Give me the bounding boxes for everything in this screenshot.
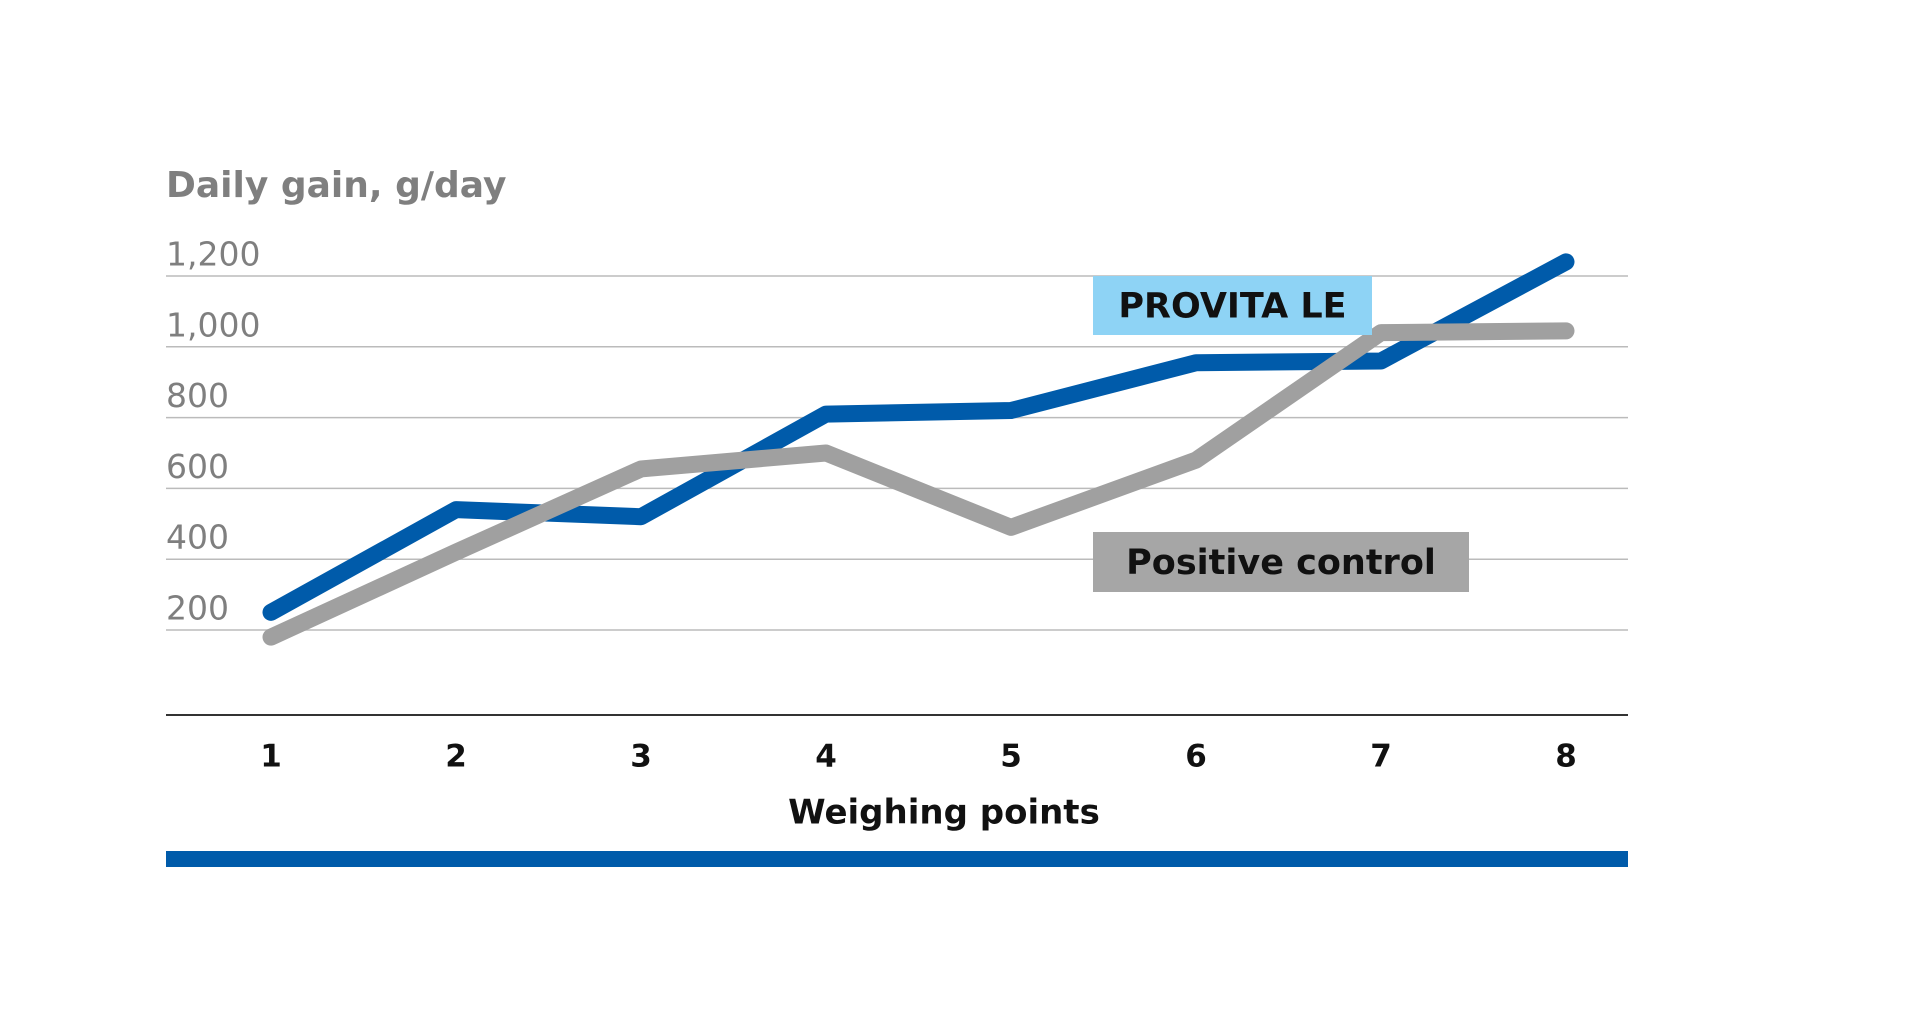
footer-bar xyxy=(166,851,1628,867)
legend-label: Positive control xyxy=(1126,543,1436,583)
y-tick-label: 200 xyxy=(166,589,229,628)
y-tick-label: 600 xyxy=(166,447,229,486)
x-tick-label: 2 xyxy=(445,739,467,775)
y-axis-title: Daily gain, g/day xyxy=(166,165,506,206)
x-tick-label: 1 xyxy=(260,739,282,775)
legend-box xyxy=(1093,276,1372,335)
x-tick-label: 5 xyxy=(1000,739,1022,775)
y-tick-label: 1,200 xyxy=(166,235,260,274)
x-tick-label: 6 xyxy=(1185,739,1207,775)
x-tick-label: 4 xyxy=(815,739,837,775)
y-tick-label: 800 xyxy=(166,376,229,415)
y-tick-label: 400 xyxy=(166,518,229,557)
series-line xyxy=(262,322,1575,646)
legend-label: PROVITA LE xyxy=(1118,287,1346,327)
x-axis-title: Weighing points xyxy=(788,793,1100,833)
x-tick-label: 7 xyxy=(1370,739,1392,775)
legend-box xyxy=(1093,532,1469,592)
y-tick-label: 1,000 xyxy=(166,305,260,344)
x-tick-label: 8 xyxy=(1555,739,1577,775)
x-tick-label: 3 xyxy=(630,739,652,775)
